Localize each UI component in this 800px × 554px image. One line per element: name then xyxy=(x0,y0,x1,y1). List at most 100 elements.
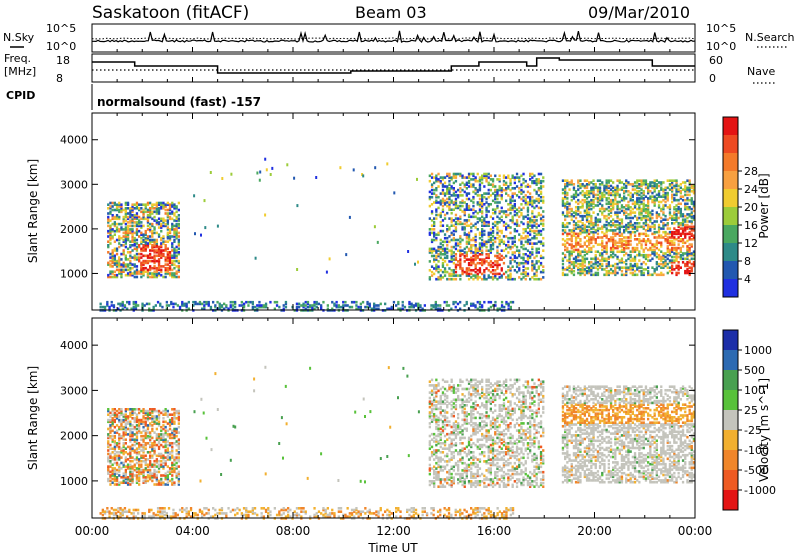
echo-cell xyxy=(129,219,132,222)
echo-cell xyxy=(166,221,169,224)
echo-cell xyxy=(640,239,643,243)
echo-cell xyxy=(564,268,567,271)
echo-cell xyxy=(454,513,457,517)
echo-cell xyxy=(561,229,565,232)
echo-cell xyxy=(487,231,490,235)
echo-cell xyxy=(642,193,645,197)
echo-cell xyxy=(412,507,415,510)
echo-cell xyxy=(590,236,593,239)
echo-cell xyxy=(260,512,263,515)
echo-cell xyxy=(609,246,613,250)
echo-cell xyxy=(505,222,508,226)
power-ylabel: Slant Range [km] xyxy=(26,159,40,263)
echo-cell xyxy=(612,248,615,252)
echo-cell xyxy=(679,209,682,213)
echo-cell xyxy=(111,468,114,472)
echo-cell xyxy=(688,214,691,218)
echo-cell xyxy=(162,221,165,224)
echo-cell xyxy=(189,508,193,512)
echo-cell xyxy=(625,186,628,190)
echo-cell xyxy=(677,206,680,209)
echo-cell xyxy=(229,304,232,307)
echo-cell xyxy=(144,233,147,236)
echo-cell xyxy=(203,513,206,517)
echo-cell xyxy=(430,307,433,311)
echo-cell xyxy=(531,203,534,206)
echo-cell xyxy=(487,210,490,213)
echo-cell xyxy=(651,191,654,195)
echo-cell xyxy=(609,207,613,211)
echo-cell xyxy=(138,215,141,219)
echo-cell xyxy=(614,273,617,277)
echo-cell xyxy=(564,253,567,257)
echo-cell xyxy=(439,245,442,249)
echo-cell xyxy=(581,198,584,202)
echo-cell xyxy=(467,267,471,270)
echo-cell xyxy=(681,220,685,223)
echo-cell xyxy=(601,236,604,239)
echo-cell xyxy=(448,277,451,281)
echo-cell xyxy=(568,202,571,206)
echo-cell xyxy=(657,206,661,209)
echo-cell xyxy=(614,220,617,223)
echo-cell xyxy=(566,266,569,269)
echo-cell xyxy=(657,234,661,237)
echo-cell xyxy=(109,256,112,259)
echo-cell xyxy=(692,250,696,253)
echo-cell xyxy=(520,213,523,217)
echo-cell xyxy=(644,216,648,220)
echo-cell xyxy=(686,179,689,182)
echo-cell xyxy=(681,198,685,202)
echo-cell xyxy=(140,275,143,279)
echo-cell xyxy=(146,219,150,222)
echo-cell xyxy=(306,300,310,304)
colorbar-tick-label: 24 xyxy=(744,183,758,196)
echo-cell xyxy=(470,513,473,517)
echo-cell xyxy=(511,508,515,512)
echo-cell xyxy=(168,252,172,256)
echo-cell xyxy=(129,207,132,210)
echo-cell xyxy=(142,210,145,214)
echo-cell xyxy=(478,249,482,252)
echo-cell xyxy=(640,188,643,191)
echo-cell xyxy=(198,300,202,304)
echo-cell xyxy=(156,300,160,304)
echo-cell xyxy=(101,305,104,309)
echo-cell xyxy=(574,257,578,261)
echo-cell xyxy=(579,252,582,255)
colorbar-swatch xyxy=(723,117,738,136)
echo-cell xyxy=(205,302,208,306)
echo-cell xyxy=(638,222,641,225)
echo-cell xyxy=(111,474,114,477)
echo-cell xyxy=(529,254,532,258)
echo-cell xyxy=(492,515,495,518)
echo-cell xyxy=(109,459,112,463)
echo-cell xyxy=(120,205,123,208)
echo-cell xyxy=(450,208,453,211)
echo-cell xyxy=(111,251,114,254)
echo-cell xyxy=(496,192,499,195)
echo-cell xyxy=(542,236,545,240)
echo-cell xyxy=(472,510,475,513)
echo-cell xyxy=(638,206,641,209)
echo-cell xyxy=(446,251,449,254)
echo-cell xyxy=(160,229,163,233)
echo-cell xyxy=(666,241,669,245)
echo-cell xyxy=(366,305,369,309)
echo-cell xyxy=(649,184,652,188)
echo-cell xyxy=(236,507,239,510)
echo-cell xyxy=(448,195,451,199)
echo-cell xyxy=(524,240,527,244)
echo-cell xyxy=(140,242,143,245)
echo-cell xyxy=(452,201,455,204)
echo-cell xyxy=(126,224,130,228)
echo-cell xyxy=(679,207,682,211)
echo-cell xyxy=(436,304,440,307)
echo-cell xyxy=(120,436,123,440)
echo-cell xyxy=(657,229,661,232)
echo-cell xyxy=(520,183,523,186)
echo-cell xyxy=(434,304,437,307)
echo-cell xyxy=(472,260,475,263)
echo-cell xyxy=(620,222,624,225)
echo-cell xyxy=(278,305,281,309)
